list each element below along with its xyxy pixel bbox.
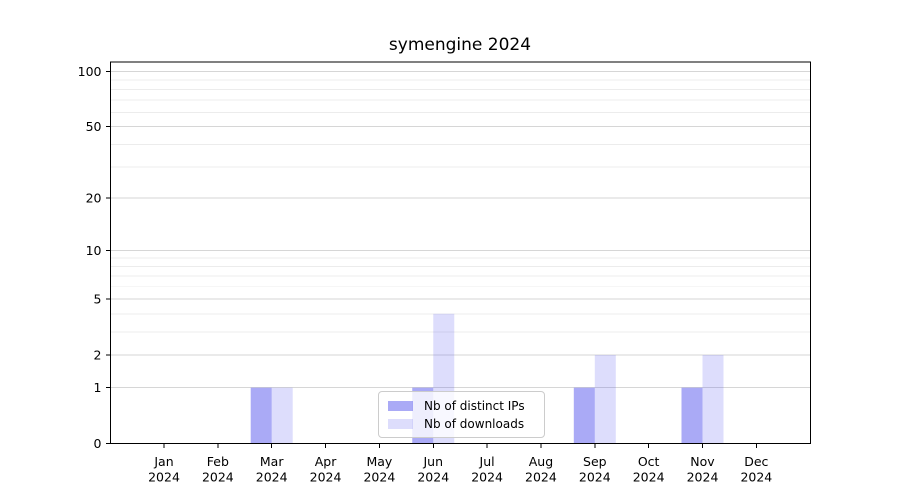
x-tick-label: Jun 2024 xyxy=(417,454,449,485)
legend-swatch-downloads xyxy=(388,418,413,429)
x-tick-label: Sep 2024 xyxy=(579,454,611,485)
y-tick-label: 1 xyxy=(94,380,102,395)
bar-distinct-ips-sep xyxy=(573,387,595,443)
x-tick-label: Oct 2024 xyxy=(633,454,665,485)
x-tick-label: Aug 2024 xyxy=(525,454,557,485)
bar-downloads-nov xyxy=(702,354,724,443)
y-tick-label: 10 xyxy=(86,243,102,258)
x-tick-label: Jul 2024 xyxy=(471,454,503,485)
x-tick-label: Apr 2024 xyxy=(310,454,342,485)
bar-distinct-ips-mar xyxy=(250,387,272,443)
legend-item-downloads: Nb of downloads xyxy=(388,418,535,430)
x-tick-label: Jan 2024 xyxy=(148,454,180,485)
plot-border xyxy=(110,61,811,444)
x-tick-label: May 2024 xyxy=(363,454,395,485)
y-tick-label: 5 xyxy=(94,292,102,307)
legend-swatch-distinct-ips xyxy=(388,400,413,411)
y-tick-label: 20 xyxy=(86,191,102,206)
bar-downloads-sep xyxy=(594,354,616,443)
legend-label-distinct-ips: Nb of distinct IPs xyxy=(424,398,525,413)
y-tick-label: 100 xyxy=(78,64,102,79)
y-tick-label: 2 xyxy=(94,347,102,362)
bar-downloads-mar xyxy=(271,387,293,443)
y-tick-label: 50 xyxy=(86,119,102,134)
legend: Nb of distinct IPs Nb of downloads xyxy=(378,391,545,438)
x-tick-label: Feb 2024 xyxy=(202,454,234,485)
x-tick-label: Nov 2024 xyxy=(687,454,719,485)
chart-title: symengine 2024 xyxy=(388,35,532,55)
bar-distinct-ips-nov xyxy=(681,387,703,443)
legend-item-distinct-ips: Nb of distinct IPs xyxy=(388,400,535,412)
x-tick-label: Dec 2024 xyxy=(740,454,772,485)
legend-label-downloads: Nb of downloads xyxy=(424,416,525,431)
y-tick-label: 0 xyxy=(94,436,102,451)
x-tick-label: Mar 2024 xyxy=(256,454,288,485)
